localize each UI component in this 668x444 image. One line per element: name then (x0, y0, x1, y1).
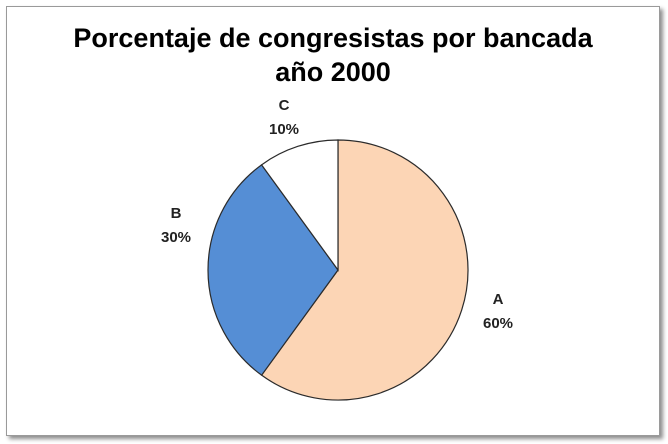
slice-percent-a: 60% (483, 315, 513, 332)
pie-slice-b (207, 163, 339, 377)
chart-title-line2: año 2000 (275, 57, 391, 87)
chart-title-line1: Porcentaje de congresistas por bancada (73, 23, 593, 53)
slice-label-a: A (493, 291, 504, 308)
chart-title: Porcentaje de congresistas por bancada a… (7, 21, 659, 89)
pie-labels: A 60% B 30% C 10% (161, 97, 513, 332)
pie-slices (207, 139, 469, 401)
slice-label-c: C (279, 97, 290, 114)
pie-slice-a (260, 139, 469, 401)
pie-slice-c (260, 139, 339, 272)
slice-label-b: B (171, 205, 182, 222)
slice-percent-c: 10% (269, 121, 299, 138)
slice-percent-b: 30% (161, 229, 191, 246)
